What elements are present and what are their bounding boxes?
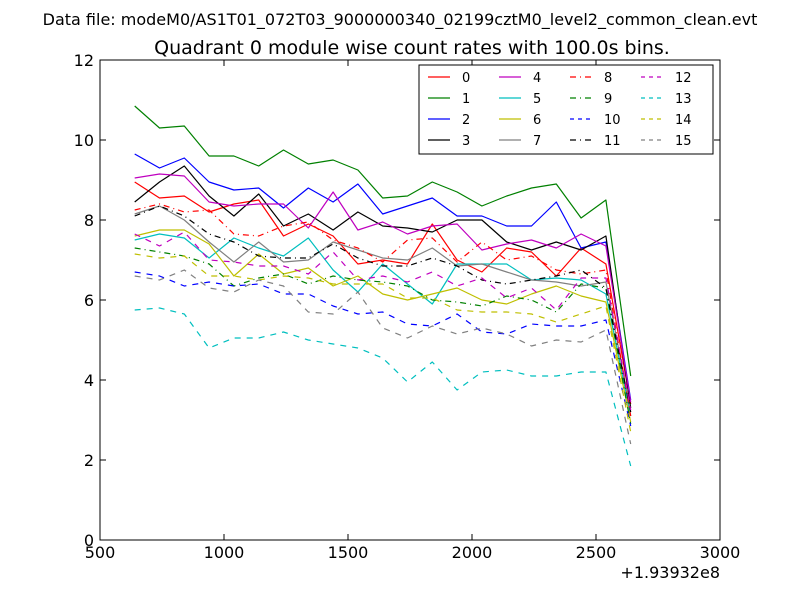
series-line-14 (134, 253, 632, 433)
chart-title: Quadrant 0 module wise count rates with … (154, 37, 670, 59)
legend-label-9: 9 (604, 92, 612, 107)
legend-label-5: 5 (533, 92, 541, 107)
x-tick-label: 1500 (328, 543, 369, 562)
legend-label-6: 6 (533, 113, 541, 128)
series-line-6 (134, 229, 632, 423)
legend-label-12: 12 (675, 71, 692, 86)
series-line-13 (134, 307, 632, 467)
legend-label-7: 7 (533, 134, 541, 149)
x-tick-label: 500 (85, 543, 116, 562)
legend-frame (418, 64, 714, 155)
series-line-12 (134, 231, 632, 411)
series-layer (134, 105, 632, 467)
legend-label-11: 11 (604, 134, 621, 149)
x-tick-label: 2500 (576, 543, 617, 562)
y-tick-label: 4 (84, 371, 94, 390)
legend-label-15: 15 (675, 134, 692, 149)
x-tick-label: 2000 (452, 543, 493, 562)
y-tick-label: 12 (74, 51, 94, 70)
series-line-3 (134, 165, 632, 409)
series-line-9 (134, 247, 632, 425)
series-line-1 (134, 105, 632, 377)
legend-label-14: 14 (675, 113, 692, 128)
legend-label-0: 0 (462, 71, 470, 86)
figure-suptitle: Data file: modeM0/AS1T01_072T03_90000003… (43, 10, 758, 30)
x-tick-label: 1000 (204, 543, 245, 562)
legend-label-2: 2 (462, 113, 470, 128)
series-line-11 (134, 205, 632, 413)
series-line-10 (134, 271, 632, 427)
y-tick-label: 6 (84, 291, 94, 310)
series-line-4 (134, 173, 632, 403)
series-line-8 (134, 203, 632, 417)
legend-label-10: 10 (604, 113, 621, 128)
y-tick-label: 2 (84, 451, 94, 470)
x-axis-offset-label: +1.93932e8 (620, 563, 720, 582)
series-line-5 (134, 233, 632, 417)
legend-label-1: 1 (462, 92, 470, 107)
x-tick-label: 3000 (700, 543, 741, 562)
y-tick-label: 8 (84, 211, 94, 230)
y-tick-label: 10 (74, 131, 94, 150)
legend-label-4: 4 (533, 71, 541, 86)
legend-label-3: 3 (462, 134, 470, 149)
legend-label-13: 13 (675, 92, 692, 107)
y-tick-label: 0 (84, 531, 94, 550)
series-line-0 (134, 181, 632, 405)
series-line-2 (134, 153, 632, 401)
legend-label-8: 8 (604, 71, 612, 86)
series-line-7 (134, 205, 632, 413)
